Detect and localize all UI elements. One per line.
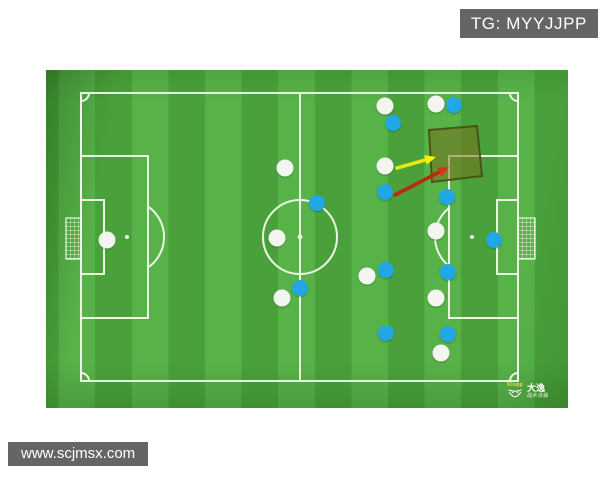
- red-arrow[interactable]: [393, 169, 443, 197]
- player-blue-marker[interactable]: [378, 325, 394, 341]
- penalty-box-right: [448, 155, 519, 319]
- player-blue-marker[interactable]: [385, 115, 401, 131]
- pitch-graphic: [65, 92, 536, 382]
- player-blue-marker[interactable]: [486, 232, 502, 248]
- yellow-arrow[interactable]: [395, 157, 430, 170]
- brand-text: 大逸 战术讲解: [527, 382, 549, 399]
- corner-arcs: [80, 92, 519, 382]
- penalty-spot-left: [125, 235, 129, 239]
- center-spot: [297, 234, 303, 240]
- brand-name: Klopp: [507, 382, 523, 388]
- yellow-arrowhead[interactable]: [424, 155, 436, 165]
- brand-title: 大逸: [527, 382, 546, 393]
- brand-logo: Klopp 大逸 战术讲解: [507, 383, 549, 400]
- player-blue-marker[interactable]: [377, 184, 393, 200]
- goal-left: [65, 217, 82, 260]
- player-blue-marker[interactable]: [309, 195, 325, 211]
- center-circle: [262, 199, 338, 275]
- player-white-marker[interactable]: [376, 157, 394, 175]
- penalty-arc-left: [147, 205, 165, 269]
- telegram-badge: TG: MYYJJPP: [459, 9, 598, 38]
- brand-subtitle: 战术讲解: [527, 392, 549, 399]
- player-white-marker[interactable]: [273, 289, 291, 307]
- player-white-marker[interactable]: [276, 159, 294, 177]
- smiley-face-icon: [508, 389, 522, 398]
- tactics-pitch[interactable]: Klopp 大逸 战术讲解: [46, 70, 568, 408]
- player-blue-marker[interactable]: [446, 97, 462, 113]
- player-blue-marker[interactable]: [292, 280, 308, 296]
- goal-right: [517, 217, 536, 260]
- player-blue-marker[interactable]: [440, 326, 456, 342]
- player-white-marker[interactable]: [427, 289, 445, 307]
- player-white-marker[interactable]: [268, 229, 286, 247]
- penalty-spot-right: [470, 235, 474, 239]
- player-white-marker[interactable]: [427, 95, 445, 113]
- klopp-mascot-icon: Klopp: [507, 383, 523, 400]
- player-white-marker[interactable]: [427, 222, 445, 240]
- tactics-annotations: [98, 95, 502, 362]
- website-badge: www.scjmsx.com: [8, 442, 149, 466]
- player-white-marker[interactable]: [98, 231, 116, 249]
- player-white-marker[interactable]: [376, 97, 394, 115]
- red-arrowhead[interactable]: [436, 167, 449, 177]
- player-white-marker[interactable]: [358, 267, 376, 285]
- player-blue-marker[interactable]: [440, 264, 456, 280]
- player-blue-marker[interactable]: [378, 262, 394, 278]
- player-blue-marker[interactable]: [439, 189, 455, 205]
- player-white-marker[interactable]: [432, 344, 450, 362]
